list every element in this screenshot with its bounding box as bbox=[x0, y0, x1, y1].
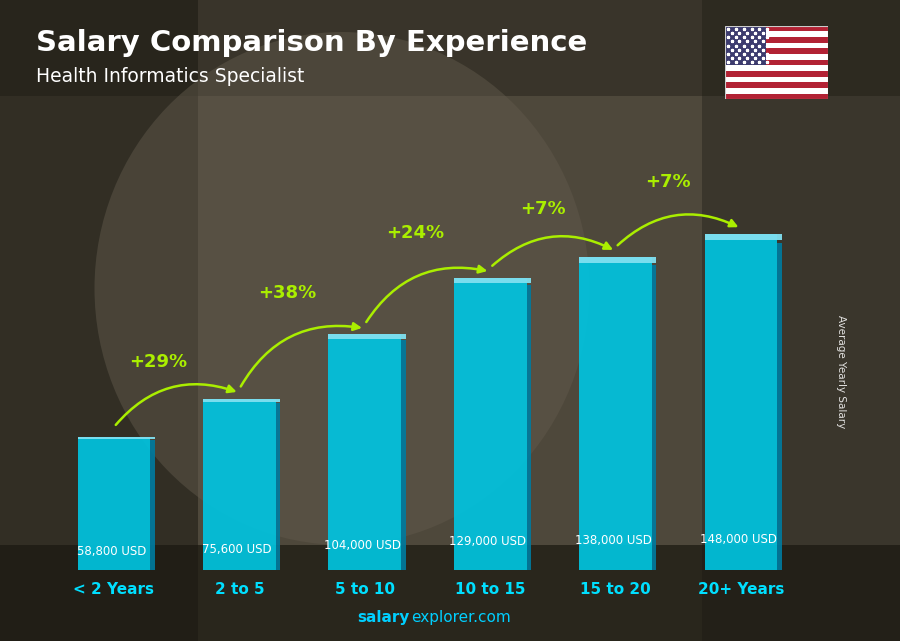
Text: Health Informatics Specialist: Health Informatics Specialist bbox=[36, 67, 304, 87]
Ellipse shape bbox=[94, 32, 590, 545]
Bar bbox=[0, 545, 900, 641]
Bar bbox=[0, 0, 900, 96]
Text: 75,600 USD: 75,600 USD bbox=[202, 543, 272, 556]
Bar bbox=[702, 0, 900, 641]
Text: +7%: +7% bbox=[645, 174, 691, 192]
Bar bbox=[724, 65, 828, 71]
Text: +38%: +38% bbox=[258, 284, 316, 302]
Bar bbox=[724, 37, 828, 43]
Bar bbox=[724, 26, 828, 31]
Bar bbox=[77, 437, 155, 439]
Bar bbox=[724, 82, 828, 88]
Bar bbox=[724, 43, 828, 48]
Text: 104,000 USD: 104,000 USD bbox=[324, 539, 400, 552]
Bar bbox=[454, 278, 531, 283]
Text: +7%: +7% bbox=[520, 200, 566, 218]
Text: +29%: +29% bbox=[129, 353, 187, 371]
Bar bbox=[724, 94, 828, 99]
Text: 58,800 USD: 58,800 USD bbox=[76, 545, 146, 558]
Text: 129,000 USD: 129,000 USD bbox=[449, 535, 526, 548]
Bar bbox=[580, 257, 652, 570]
Bar bbox=[526, 285, 531, 570]
Bar bbox=[724, 77, 828, 82]
Bar bbox=[724, 48, 828, 54]
Bar bbox=[77, 437, 150, 570]
Text: explorer.com: explorer.com bbox=[411, 610, 511, 625]
Text: salary: salary bbox=[357, 610, 410, 625]
Bar bbox=[0, 0, 198, 641]
Bar bbox=[328, 335, 406, 338]
Bar bbox=[724, 88, 828, 94]
Bar bbox=[580, 257, 656, 263]
Bar bbox=[275, 403, 280, 570]
Bar bbox=[724, 54, 828, 60]
Bar bbox=[724, 31, 828, 37]
Bar bbox=[724, 60, 828, 65]
Bar bbox=[705, 235, 782, 240]
Bar bbox=[454, 278, 526, 570]
Bar bbox=[401, 340, 406, 570]
Text: 138,000 USD: 138,000 USD bbox=[575, 534, 652, 547]
Text: Average Yearly Salary: Average Yearly Salary bbox=[836, 315, 847, 428]
Bar bbox=[724, 71, 828, 77]
Text: Salary Comparison By Experience: Salary Comparison By Experience bbox=[36, 29, 587, 57]
Text: +24%: +24% bbox=[386, 224, 444, 242]
Text: 148,000 USD: 148,000 USD bbox=[700, 533, 777, 545]
Bar bbox=[203, 399, 275, 570]
Bar bbox=[724, 26, 766, 65]
Bar bbox=[778, 243, 782, 570]
Bar bbox=[705, 235, 778, 570]
Bar bbox=[328, 335, 401, 570]
Bar bbox=[150, 440, 155, 570]
Bar bbox=[652, 265, 656, 570]
Bar bbox=[203, 399, 280, 402]
